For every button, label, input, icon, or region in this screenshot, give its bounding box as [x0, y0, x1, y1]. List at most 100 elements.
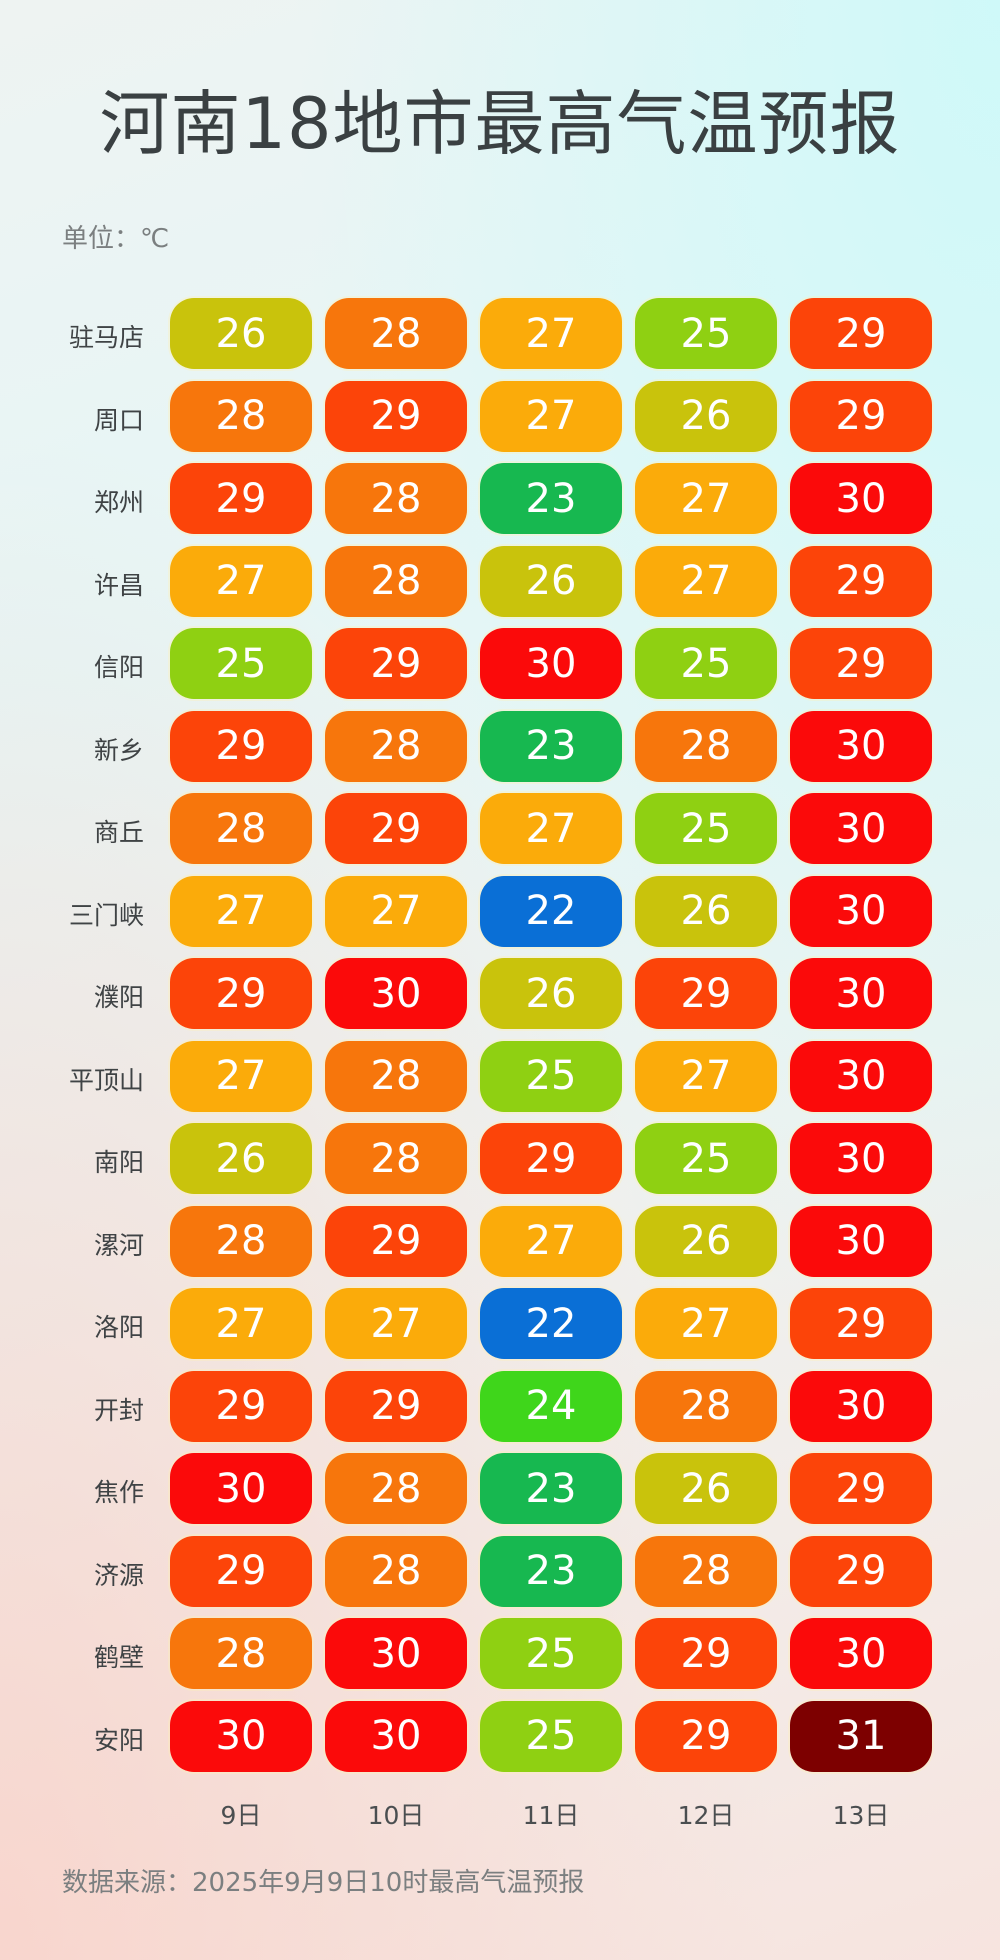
heatmap-cell: 26 — [170, 298, 312, 369]
heatmap-cell: 26 — [170, 1123, 312, 1194]
row-label: 开封 — [93, 1395, 144, 1425]
heatmap-cell: 30 — [790, 1370, 932, 1442]
heatmap-cell: 26 — [480, 545, 622, 617]
heatmap-cell: 28 — [170, 1618, 312, 1689]
heatmap-cell: 28 — [325, 463, 467, 534]
heatmap-cell: 28 — [325, 1535, 467, 1607]
row-label: 郑州 — [93, 488, 144, 517]
chart-title: 河南18地市最高气温预报 — [99, 83, 901, 165]
heatmap-cell: 30 — [790, 1205, 932, 1277]
heatmap-cell: 29 — [790, 1288, 932, 1359]
heatmap-cell: 29 — [170, 958, 312, 1029]
heatmap-cell: 29 — [170, 710, 312, 782]
heatmap-cell: 29 — [790, 1535, 932, 1607]
heatmap-cell: 29 — [790, 298, 932, 369]
heatmap-cell: 28 — [170, 380, 312, 452]
unit-label: 单位：℃ — [62, 224, 170, 254]
heatmap-cell: 30 — [790, 875, 932, 947]
heatmap-cell: 28 — [325, 1123, 467, 1194]
heatmap-cell: 30 — [325, 1700, 467, 1772]
row-label: 安阳 — [93, 1725, 144, 1755]
heatmap-cell: 29 — [325, 1205, 467, 1277]
column-label: 12日 — [677, 1801, 735, 1830]
heatmap-cell: 27 — [170, 875, 312, 947]
heatmap-cell: 30 — [790, 793, 932, 864]
heatmap-cell: 28 — [325, 545, 467, 617]
heatmap-cell: 30 — [325, 958, 467, 1029]
column-label: 10日 — [367, 1801, 425, 1830]
heatmap-cell: 29 — [170, 463, 312, 534]
row-label: 平顶山 — [68, 1065, 144, 1095]
heatmap-cell: 26 — [635, 380, 777, 452]
row-label: 南阳 — [93, 1148, 144, 1177]
heatmap-cell: 26 — [635, 1205, 777, 1277]
heatmap-cell: 27 — [480, 1205, 622, 1277]
heatmap-cell: 29 — [480, 1123, 622, 1194]
column-label: 13日 — [832, 1801, 890, 1830]
heatmap-cell: 27 — [635, 1288, 777, 1359]
heatmap-cell: 26 — [480, 958, 622, 1029]
heatmap-cell: 27 — [325, 1288, 467, 1359]
heatmap-cell: 29 — [325, 628, 467, 699]
heatmap-cell: 25 — [480, 1700, 622, 1772]
heatmap-cell: 29 — [325, 1370, 467, 1442]
heatmap-cell: 28 — [635, 1535, 777, 1607]
heatmap-cell: 27 — [170, 545, 312, 617]
heatmap-cell: 25 — [635, 1123, 777, 1194]
heatmap-cell: 22 — [480, 875, 622, 947]
heatmap-cell: 23 — [480, 710, 622, 782]
heatmap-cell: 30 — [790, 1040, 932, 1112]
heatmap-cell: 29 — [635, 958, 777, 1029]
row-label: 驻马店 — [68, 323, 144, 352]
heatmap-cell: 27 — [170, 1288, 312, 1359]
heatmap-cell: 25 — [635, 298, 777, 369]
heatmap-cell: 23 — [480, 1535, 622, 1607]
heatmap-cell: 30 — [790, 958, 932, 1029]
data-source: 数据来源：2025年9月9日10时最高气温预报 — [62, 1868, 585, 1898]
heatmap-cell: 25 — [170, 628, 312, 699]
row-label: 济源 — [93, 1560, 144, 1590]
heatmap-cell: 22 — [480, 1288, 622, 1359]
heatmap-cell: 30 — [790, 463, 932, 534]
row-label: 三门峡 — [68, 900, 144, 930]
row-label: 许昌 — [93, 570, 144, 600]
heatmap-cell: 30 — [790, 710, 932, 782]
row-label: 焦作 — [93, 1478, 144, 1507]
heatmap-cell: 29 — [170, 1535, 312, 1607]
row-label: 商丘 — [93, 818, 144, 847]
row-label: 洛阳 — [93, 1313, 144, 1342]
heatmap-cell: 31 — [790, 1700, 932, 1772]
heatmap-cell: 26 — [635, 1453, 777, 1524]
heatmap-cell: 27 — [480, 793, 622, 864]
heatmap-cell: 26 — [635, 875, 777, 947]
row-label: 新乡 — [93, 735, 144, 765]
heatmap-cell: 25 — [480, 1618, 622, 1689]
heatmap-cell: 27 — [635, 545, 777, 617]
heatmap-cell: 29 — [790, 628, 932, 699]
heatmap-cell: 29 — [325, 793, 467, 864]
heatmap-cell: 28 — [325, 1040, 467, 1112]
column-label: 11日 — [522, 1801, 580, 1830]
heatmap-cell: 27 — [480, 380, 622, 452]
column-label: 9日 — [220, 1801, 262, 1830]
heatmap-cell: 23 — [480, 463, 622, 534]
heatmap-cell: 30 — [480, 628, 622, 699]
heatmap-cell: 25 — [635, 628, 777, 699]
heatmap-cell: 29 — [790, 380, 932, 452]
heatmap-cell: 27 — [325, 875, 467, 947]
heatmap-cell: 27 — [635, 1040, 777, 1112]
heatmap-cell: 30 — [170, 1453, 312, 1524]
heatmap-cell: 28 — [170, 793, 312, 864]
heatmap-cell: 28 — [325, 1453, 467, 1524]
heatmap-cell: 29 — [635, 1700, 777, 1772]
heatmap-cell: 30 — [325, 1618, 467, 1689]
heatmap-cell: 29 — [635, 1618, 777, 1689]
heatmap-cell: 29 — [790, 545, 932, 617]
heatmap-cell: 29 — [170, 1370, 312, 1442]
heatmap-cell: 25 — [480, 1040, 622, 1112]
heatmap-cell: 27 — [170, 1040, 312, 1112]
row-label: 鹤壁 — [93, 1643, 144, 1672]
row-label: 漯河 — [93, 1230, 144, 1260]
heatmap-cell: 29 — [790, 1453, 932, 1524]
heatmap-cell: 28 — [635, 710, 777, 782]
